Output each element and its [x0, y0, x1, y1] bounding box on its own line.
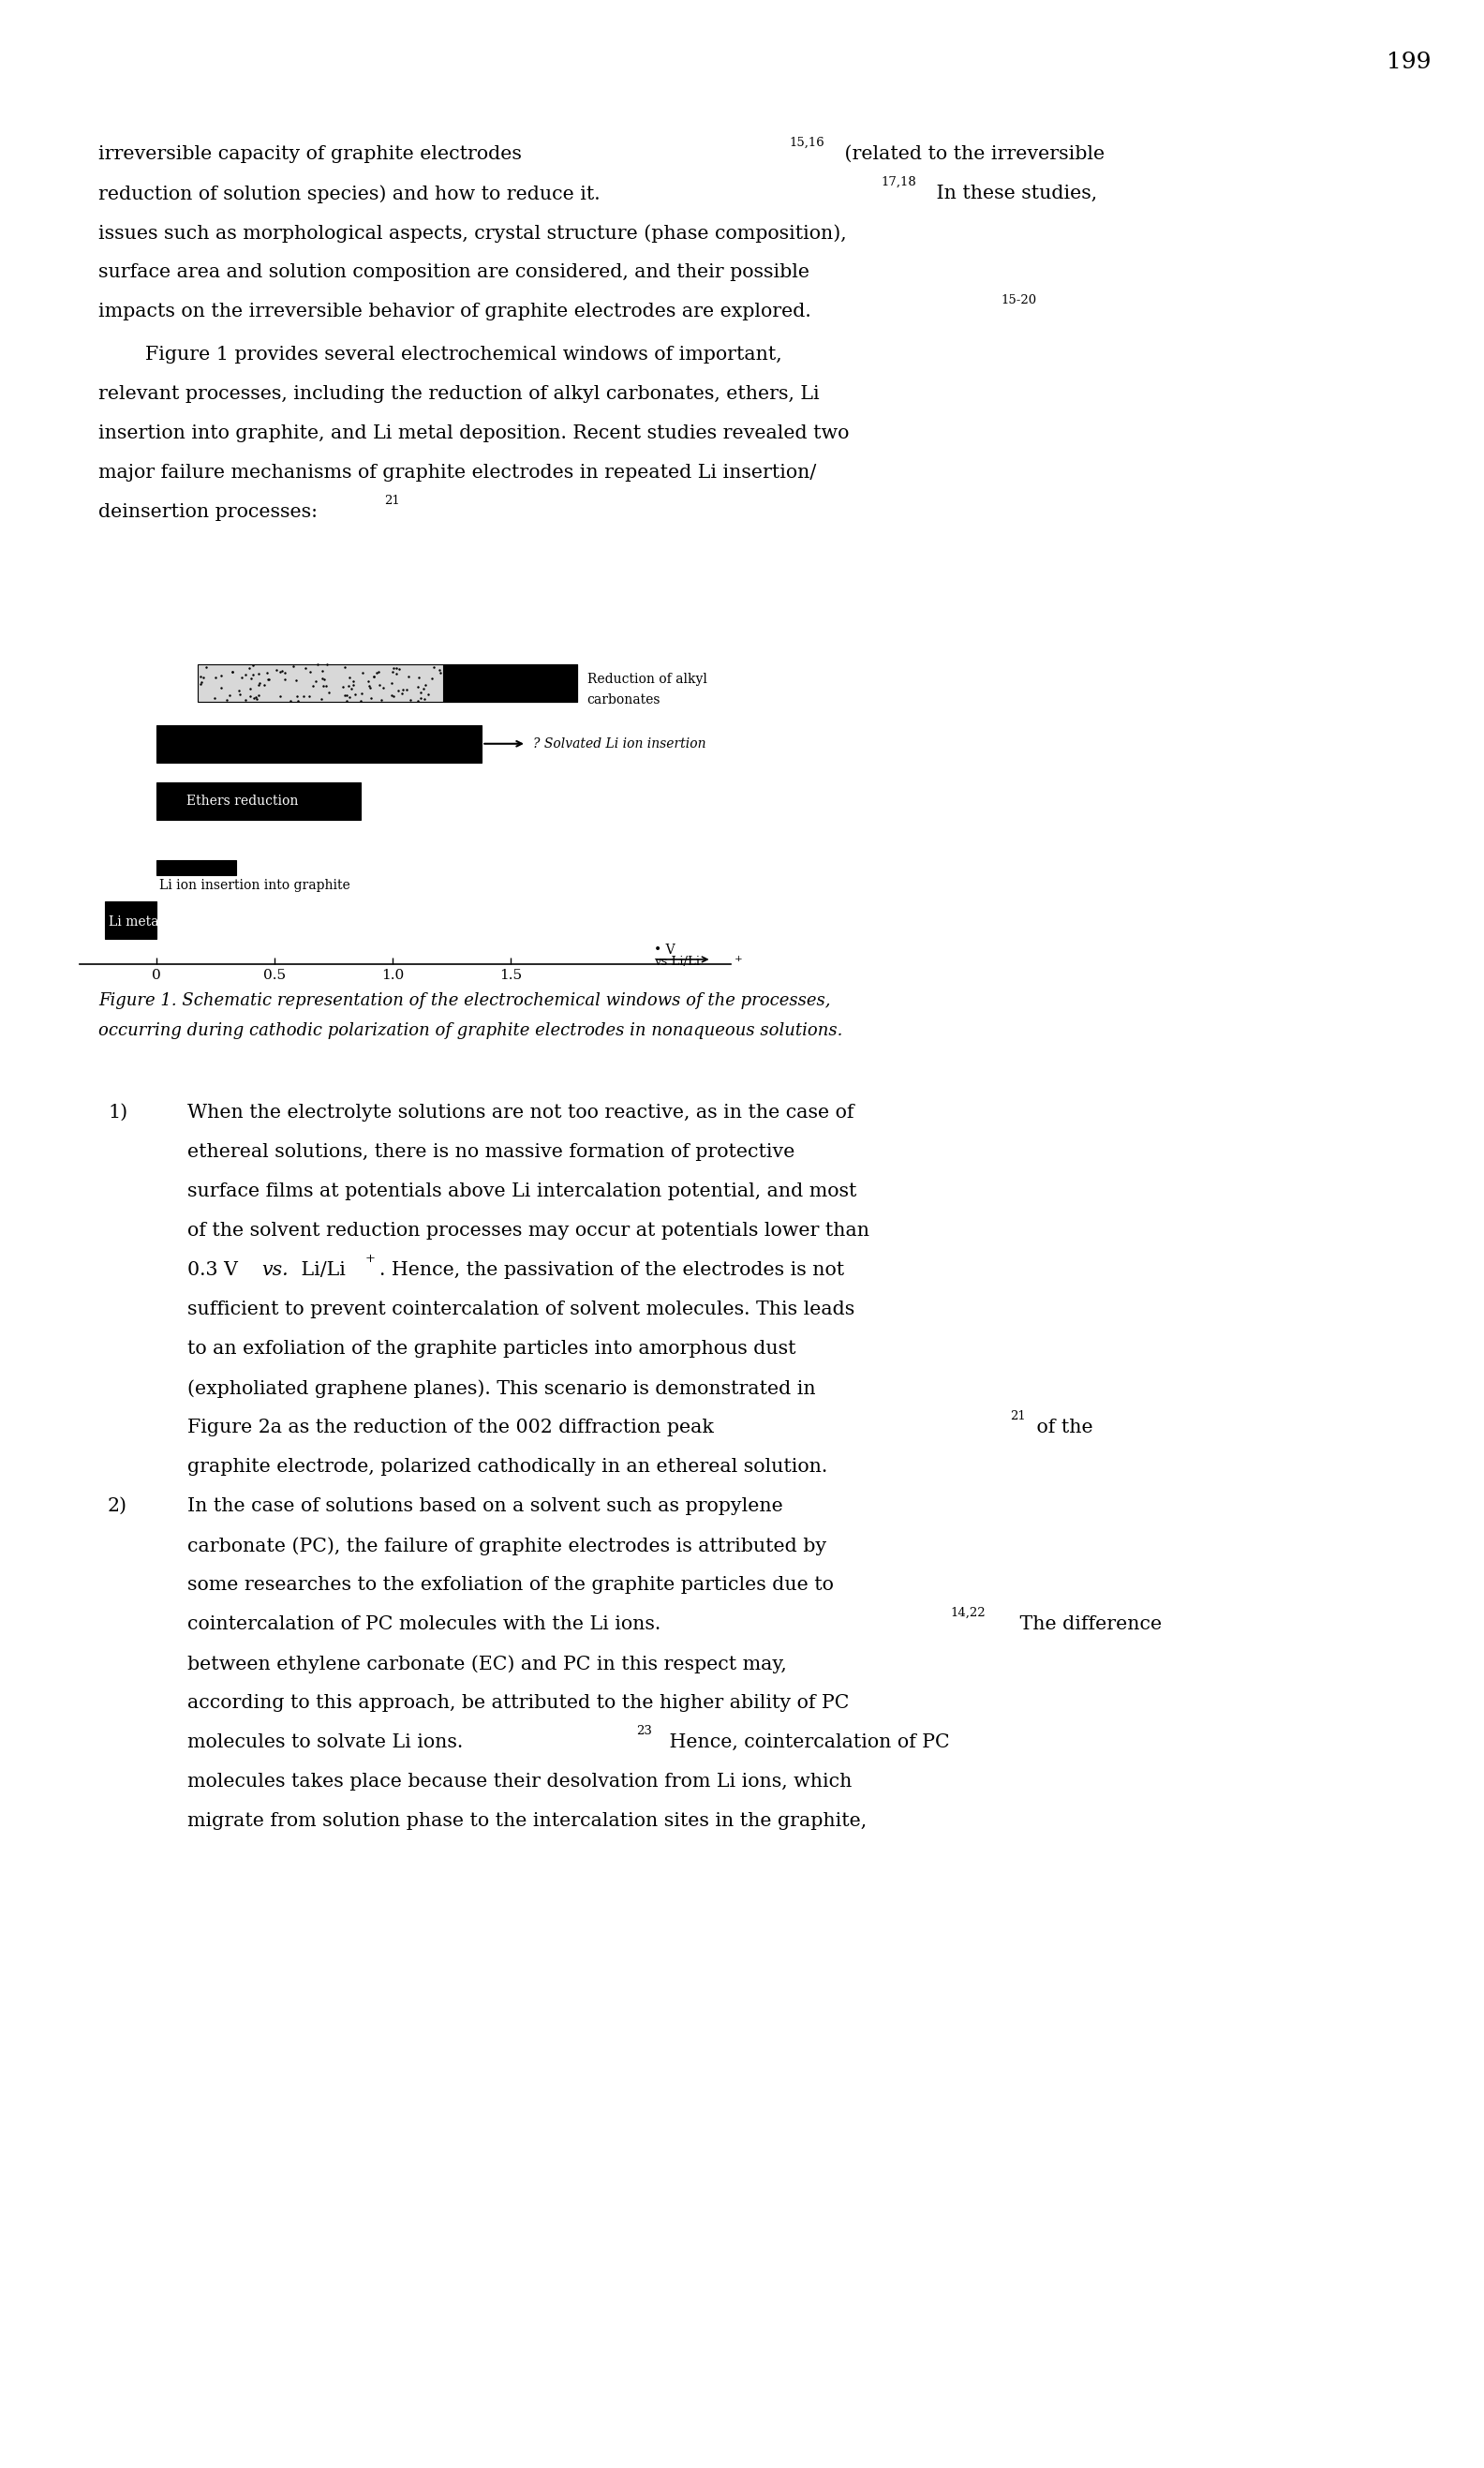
Text: deinsertion processes:: deinsertion processes:: [98, 503, 318, 521]
Text: 21: 21: [1011, 1409, 1025, 1422]
Text: issues such as morphological aspects, crystal structure (phase composition),: issues such as morphological aspects, cr…: [98, 225, 846, 242]
Text: +: +: [735, 955, 742, 963]
Text: 1): 1): [108, 1103, 128, 1120]
Text: of the: of the: [1030, 1419, 1094, 1436]
Text: surface films at potentials above Li intercalation potential, and most: surface films at potentials above Li int…: [187, 1182, 856, 1199]
Text: migrate from solution phase to the intercalation sites in the graphite,: migrate from solution phase to the inter…: [187, 1812, 867, 1829]
Text: (related to the irreversible: (related to the irreversible: [838, 146, 1104, 163]
Text: +: +: [365, 1254, 375, 1266]
Bar: [156, 782, 361, 819]
Text: insertion into graphite, and Li metal deposition. Recent studies revealed two: insertion into graphite, and Li metal de…: [98, 424, 849, 442]
Text: When the electrolyte solutions are not too reactive, as in the case of: When the electrolyte solutions are not t…: [187, 1103, 853, 1120]
Text: according to this approach, be attributed to the higher ability of PC: according to this approach, be attribute…: [187, 1693, 849, 1713]
Text: Reduction of alkyl: Reduction of alkyl: [588, 674, 706, 686]
Text: In these studies,: In these studies,: [930, 185, 1097, 202]
Text: 17,18: 17,18: [880, 175, 916, 188]
Text: Figure 1. Schematic representation of the electrochemical windows of the process: Figure 1. Schematic representation of th…: [98, 992, 831, 1009]
Text: 23: 23: [637, 1725, 651, 1737]
Text: Li metal deposition: Li metal deposition: [108, 916, 236, 928]
Text: of the solvent reduction processes may occur at potentials lower than: of the solvent reduction processes may o…: [187, 1222, 870, 1239]
Text: 0.3 V: 0.3 V: [187, 1261, 243, 1278]
Text: ? Solvated Li ion insertion: ? Solvated Li ion insertion: [533, 738, 706, 750]
Text: Ethers reduction: Ethers reduction: [187, 795, 298, 807]
Text: Figure 1 provides several electrochemical windows of important,: Figure 1 provides several electrochemica…: [145, 346, 782, 363]
Text: impacts on the irreversible behavior of graphite electrodes are explored.: impacts on the irreversible behavior of …: [98, 304, 812, 321]
Text: surface area and solution composition are considered, and their possible: surface area and solution composition ar…: [98, 264, 809, 281]
Text: 199: 199: [1386, 52, 1431, 74]
Text: irreversible capacity of graphite electrodes: irreversible capacity of graphite electr…: [98, 146, 522, 163]
Text: relevant processes, including the reduction of alkyl carbonates, ethers, Li: relevant processes, including the reduct…: [98, 385, 819, 402]
Text: (expholiated graphene planes). This scenario is demonstrated in: (expholiated graphene planes). This scen…: [187, 1380, 816, 1397]
Bar: [156, 726, 482, 763]
Text: sufficient to prevent cointercalation of solvent molecules. This leads: sufficient to prevent cointercalation of…: [187, 1301, 855, 1318]
Text: . Hence, the passivation of the electrodes is not: . Hence, the passivation of the electrod…: [380, 1261, 844, 1278]
Text: The difference: The difference: [1014, 1617, 1162, 1634]
Bar: [197, 664, 577, 701]
Text: molecules takes place because their desolvation from Li ions, which: molecules takes place because their deso…: [187, 1772, 852, 1792]
Text: 15-20: 15-20: [1000, 294, 1036, 306]
Text: carbonate (PC), the failure of graphite electrodes is attributed by: carbonate (PC), the failure of graphite …: [187, 1538, 827, 1555]
Text: Li ion insertion into graphite: Li ion insertion into graphite: [159, 879, 350, 891]
Text: carbonates: carbonates: [588, 694, 660, 706]
Text: ethereal solutions, there is no massive formation of protective: ethereal solutions, there is no massive …: [187, 1143, 795, 1160]
Text: occurring during cathodic polarization of graphite electrodes in nonaqueous solu: occurring during cathodic polarization o…: [98, 1022, 843, 1039]
Text: reduction of solution species) and how to reduce it.: reduction of solution species) and how t…: [98, 185, 600, 202]
Text: vs Li/Li: vs Li/Li: [654, 955, 700, 967]
Text: cointercalation of PC molecules with the Li ions.: cointercalation of PC molecules with the…: [187, 1617, 660, 1634]
Text: Li/Li: Li/Li: [295, 1261, 346, 1278]
Bar: [105, 901, 156, 938]
Text: 14,22: 14,22: [950, 1607, 985, 1619]
Text: vs.: vs.: [261, 1261, 288, 1278]
Text: 2): 2): [108, 1498, 128, 1515]
Bar: [444, 664, 577, 701]
Text: • V: • V: [654, 943, 675, 958]
Bar: [156, 861, 236, 876]
Text: In the case of solutions based on a solvent such as propylene: In the case of solutions based on a solv…: [187, 1498, 784, 1515]
Text: 21: 21: [384, 494, 399, 506]
Text: to an exfoliation of the graphite particles into amorphous dust: to an exfoliation of the graphite partic…: [187, 1340, 795, 1357]
Text: Figure 2a as the reduction of the 002 diffraction peak: Figure 2a as the reduction of the 002 di…: [187, 1419, 714, 1436]
Text: graphite electrode, polarized cathodically in an ethereal solution.: graphite electrode, polarized cathodical…: [187, 1459, 828, 1476]
Text: major failure mechanisms of graphite electrodes in repeated Li insertion/: major failure mechanisms of graphite ele…: [98, 464, 816, 481]
Text: 15,16: 15,16: [789, 136, 824, 148]
Text: some researches to the exfoliation of the graphite particles due to: some researches to the exfoliation of th…: [187, 1577, 834, 1594]
Text: between ethylene carbonate (EC) and PC in this respect may,: between ethylene carbonate (EC) and PC i…: [187, 1654, 787, 1673]
Text: molecules to solvate Li ions.: molecules to solvate Li ions.: [187, 1733, 463, 1752]
Text: Hence, cointercalation of PC: Hence, cointercalation of PC: [663, 1733, 950, 1752]
